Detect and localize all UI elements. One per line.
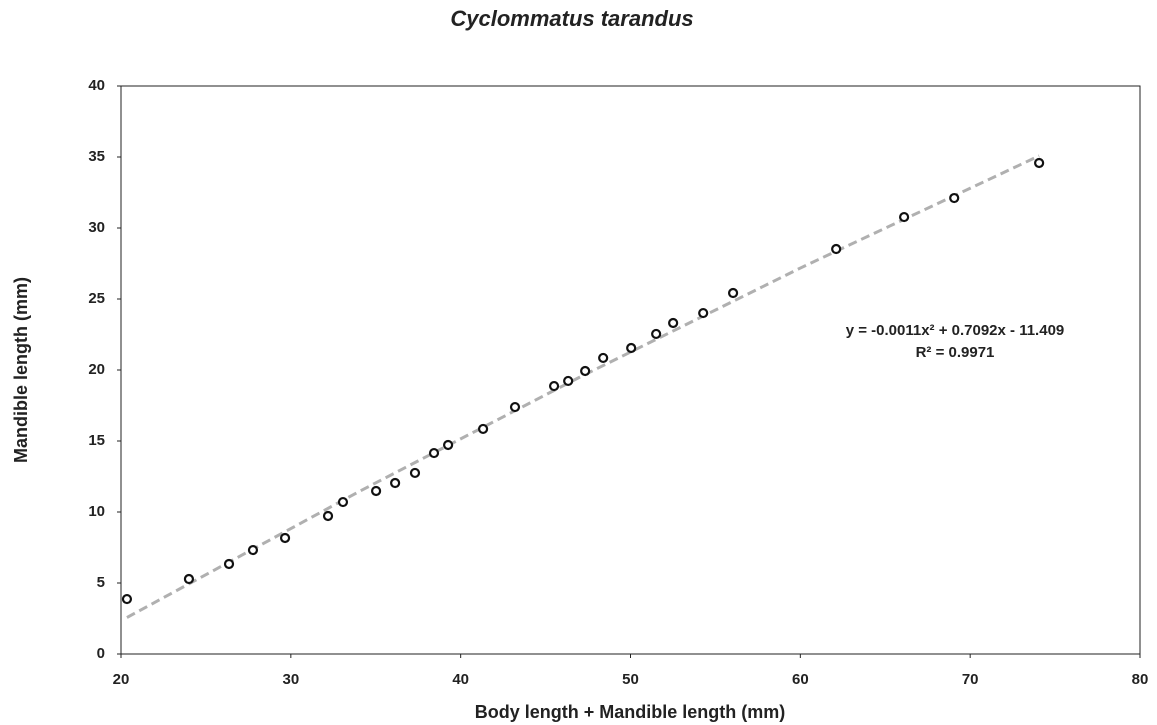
- y-tick-label: 20: [88, 361, 105, 378]
- data-point: [668, 317, 679, 329]
- data-point: [727, 287, 739, 299]
- y-tick-label: 40: [88, 77, 105, 94]
- y-tick-label: 5: [97, 574, 105, 591]
- y-tick-label: 0: [97, 645, 105, 662]
- data-point: [337, 496, 349, 508]
- data-point: [223, 558, 235, 570]
- data-point: [509, 401, 521, 413]
- x-tick-label: 40: [452, 671, 469, 688]
- data-point: [183, 573, 195, 585]
- x-tick-label: 50: [622, 671, 639, 688]
- r2-label: R² = 0.9971: [916, 344, 995, 361]
- data-point: [949, 192, 960, 204]
- data-point: [409, 467, 421, 479]
- data-point: [698, 307, 709, 319]
- x-tick-label: 20: [113, 671, 130, 688]
- data-point: [580, 365, 591, 377]
- equation-label: y = -0.0011x² + 0.7092x - 11.409: [846, 322, 1065, 339]
- plot-frame: [120, 85, 1141, 655]
- data-point: [247, 544, 259, 556]
- data-point: [651, 328, 662, 340]
- chart-title: Cyclommatus tarandus: [450, 6, 693, 31]
- x-tick-label: 60: [792, 671, 809, 688]
- data-point: [370, 485, 382, 497]
- x-axis-label: Body length + Mandible length (mm): [475, 702, 786, 722]
- y-tick-label: 15: [88, 432, 105, 449]
- y-tick-label: 25: [88, 290, 105, 307]
- data-point: [322, 510, 334, 522]
- y-axis-label: Mandible length (mm): [11, 277, 31, 463]
- x-tick-label: 30: [282, 671, 299, 688]
- data-point: [899, 211, 910, 223]
- data-point: [831, 243, 842, 255]
- data-point: [279, 532, 291, 544]
- data-point: [563, 375, 574, 387]
- data-point: [390, 477, 401, 489]
- data-point: [598, 352, 609, 364]
- data-point: [428, 447, 440, 459]
- data-point: [1034, 157, 1045, 169]
- y-tick-label: 30: [88, 219, 105, 236]
- y-tick-label: 10: [88, 503, 105, 520]
- data-point: [121, 593, 133, 605]
- y-tick-label: 35: [88, 148, 105, 165]
- data-point: [477, 423, 489, 435]
- data-point: [442, 439, 454, 451]
- data-point: [626, 342, 637, 354]
- trendline: [126, 154, 1040, 619]
- x-tick-label: 70: [962, 671, 979, 688]
- x-tick-label: 80: [1132, 671, 1149, 688]
- data-point: [548, 380, 560, 392]
